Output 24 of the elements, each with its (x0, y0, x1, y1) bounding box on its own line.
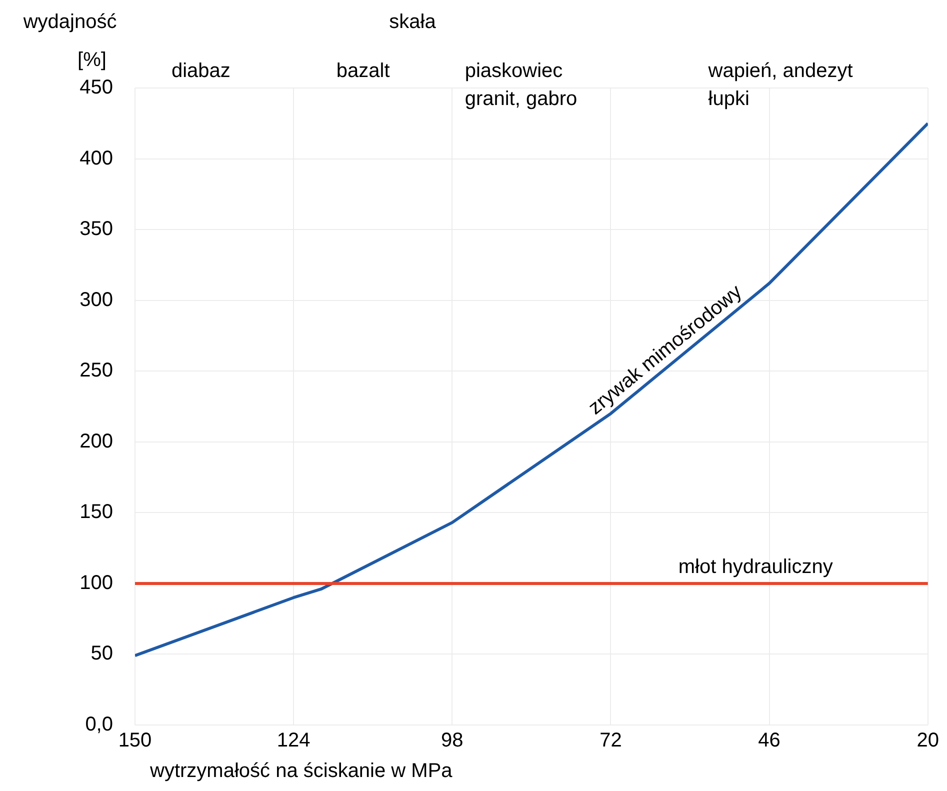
y-tick-label: 0,0 (85, 714, 113, 736)
y-tick-label: 150 (80, 501, 113, 524)
text: bazalt (336, 60, 390, 82)
annotation: wapień, andezyt łupki (707, 60, 854, 110)
x-tick-label: 98 (441, 730, 464, 752)
ref-line-label: młot hydrauliczny (678, 556, 833, 578)
y-axis-title: wydajność [%] (22, 11, 117, 71)
y-tick-label: 50 (90, 642, 113, 665)
y-tick-label: 400 (80, 147, 113, 170)
text: skała (389, 11, 437, 33)
y-tick-label: 450 (80, 76, 113, 99)
x-tick-label: 150 (118, 730, 152, 752)
text: diabaz (171, 60, 230, 82)
y-tick-label: 300 (80, 288, 113, 311)
y-tick-label: 100 (80, 572, 113, 594)
x-tick-label: 20 (916, 730, 939, 752)
y-tick-label: 350 (80, 218, 113, 240)
x-tick-label: 46 (758, 730, 780, 752)
x-axis-title: wytrzymałość na ściskanie w MPa (149, 760, 454, 782)
x-tick-label: 124 (276, 730, 310, 752)
y-tick-label: 200 (80, 430, 113, 452)
x-tick-label: 72 (600, 730, 622, 752)
y-tick-label: 250 (80, 360, 113, 382)
annotation: piaskowiec granit, gabro (464, 60, 578, 110)
